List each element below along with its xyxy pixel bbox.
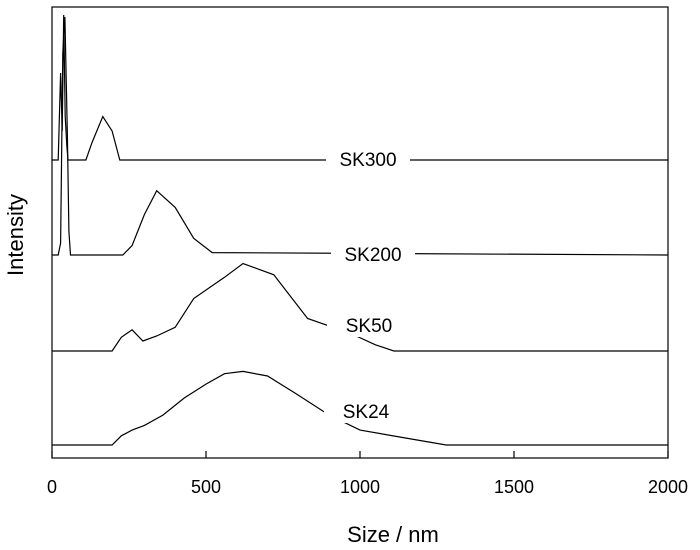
x-tick-label-1500: 1500 <box>494 477 534 497</box>
series-label-bg-sk24 <box>324 401 408 423</box>
plot-frame <box>51 6 669 459</box>
series-line-sk200 <box>52 16 669 256</box>
series-line-sk50 <box>52 262 668 352</box>
series-label-sk24: SK24 <box>343 402 390 423</box>
x-tick-label-0: 0 <box>47 477 57 497</box>
series-line-sk24 <box>52 370 668 446</box>
x-tick-label-1000: 1000 <box>340 477 380 497</box>
series-lines <box>52 14 669 446</box>
series-label-bg-sk200 <box>331 244 415 266</box>
y-axis-label: Intensity <box>3 194 28 276</box>
series-label-bg-sk300 <box>326 149 410 171</box>
series-label-sk200: SK200 <box>344 245 401 266</box>
x-tick-label-2000: 2000 <box>648 477 688 497</box>
series-label-sk50: SK50 <box>346 316 392 337</box>
series-label-sk300: SK300 <box>339 150 396 171</box>
series-label-bg-sk50 <box>327 315 411 337</box>
x-axis-ticks: 0 500 1000 1500 2000 <box>47 451 688 497</box>
series-labels: SK300 SK200 SK50 SK24 <box>324 149 415 423</box>
series-line-sk300 <box>52 14 668 161</box>
x-tick-label-500: 500 <box>191 477 221 497</box>
x-axis-label: Size / nm <box>347 522 439 547</box>
